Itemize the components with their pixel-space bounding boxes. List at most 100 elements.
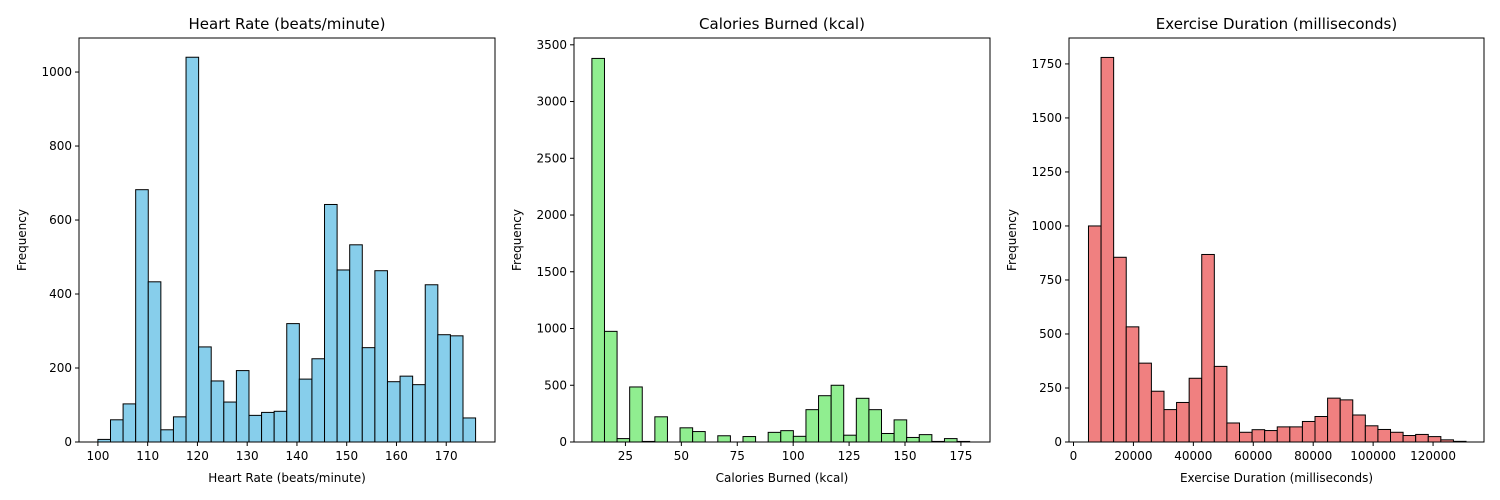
histogram-bar xyxy=(349,244,363,443)
histogram-bar xyxy=(742,436,757,443)
x-tick-label: 60000 xyxy=(1234,449,1272,463)
y-tick-label: 500 xyxy=(544,378,567,392)
histogram-bar xyxy=(1176,401,1190,443)
y-tick-label: 1000 xyxy=(536,322,567,336)
histogram-bar xyxy=(780,430,794,443)
y-tick-label: 2000 xyxy=(536,208,567,222)
histogram-bar xyxy=(1188,377,1203,443)
histogram-bar xyxy=(1339,399,1354,443)
histogram-bar xyxy=(792,435,807,443)
y-tick-label: 250 xyxy=(1039,381,1062,395)
y-tick-label: 0 xyxy=(64,435,72,449)
histogram-bar xyxy=(324,203,338,443)
histogram-bar xyxy=(818,395,832,443)
y-tick-label: 1500 xyxy=(1031,111,1062,125)
histogram-bar xyxy=(830,384,845,443)
histogram-bar xyxy=(943,438,958,443)
histogram-bar xyxy=(1213,365,1228,443)
histogram-bar xyxy=(1364,425,1379,443)
histogram-bar xyxy=(1100,56,1115,443)
histogram-bar xyxy=(449,335,464,443)
y-axis-label: Frequency xyxy=(1005,209,1019,271)
y-tick-label: 3500 xyxy=(536,38,567,52)
y-axis-label: Frequency xyxy=(510,209,524,271)
plot-frame xyxy=(1068,37,1485,443)
x-tick-label: 100 xyxy=(782,449,805,463)
histogram-bar xyxy=(1125,326,1140,443)
histogram-bar xyxy=(412,384,426,443)
y-axis-label: Frequency xyxy=(15,209,29,271)
x-tick-label: 130 xyxy=(236,449,259,463)
histogram-bar xyxy=(374,270,388,443)
histogram-bar xyxy=(1226,422,1240,443)
chart-title: Exercise Duration (milliseconds) xyxy=(1156,15,1397,33)
x-tick-label: 170 xyxy=(435,449,458,463)
x-tick-label: 150 xyxy=(335,449,358,463)
plot-frame xyxy=(78,37,496,443)
histogram-bar xyxy=(147,281,162,443)
x-axis-label: Calories Burned (kcal) xyxy=(716,471,849,485)
histogram-bar xyxy=(1415,433,1429,443)
histogram-bar xyxy=(109,419,124,443)
histogram-bar xyxy=(868,409,883,443)
x-tick-label: 20000 xyxy=(1114,449,1152,463)
histogram-bar xyxy=(1301,420,1316,443)
histogram-bar xyxy=(1377,428,1392,443)
histogram-bar xyxy=(311,358,326,443)
x-tick-label: 40000 xyxy=(1174,449,1212,463)
y-tick-label: 400 xyxy=(49,287,72,301)
histogram-bar xyxy=(261,411,275,443)
histogram-bar xyxy=(361,347,376,443)
x-axis-label: Exercise Duration (milliseconds) xyxy=(1180,471,1373,485)
histogram-bar xyxy=(717,435,731,443)
chart-1: 100 110 120 130 140 150 160 170 0 200 400 600 800 100… xyxy=(15,15,496,485)
histogram-bar xyxy=(399,375,414,443)
histogram-bar xyxy=(893,419,908,443)
histogram-bar xyxy=(235,370,250,443)
x-tick-label: 140 xyxy=(285,449,308,463)
histogram-bar xyxy=(135,189,149,443)
chart-2: 25 50 75 100 125 150 175 0 500 1000 1500 2000 2500 30… xyxy=(510,15,991,485)
histogram-bar xyxy=(298,378,313,443)
histogram-bar xyxy=(1276,426,1291,443)
y-tick-label: 600 xyxy=(49,213,72,227)
x-tick-label: 160 xyxy=(385,449,408,463)
y-tick-label: 800 xyxy=(49,139,72,153)
y-tick-label: 1000 xyxy=(1031,219,1062,233)
histogram-bar xyxy=(805,409,820,443)
histogram-bar xyxy=(629,386,643,443)
histogram-bar xyxy=(424,284,439,443)
histogram-bar xyxy=(843,434,857,443)
x-tick-label: 125 xyxy=(838,449,861,463)
histogram-bar xyxy=(273,410,288,443)
histogram-bar xyxy=(767,431,782,443)
y-tick-label: 0 xyxy=(1054,435,1062,449)
x-tick-label: 120000 xyxy=(1410,449,1456,463)
y-tick-label: 1750 xyxy=(1031,57,1062,71)
x-tick-label: 150 xyxy=(894,449,917,463)
histogram-bar xyxy=(1314,416,1329,443)
histogram-bar xyxy=(1113,256,1127,443)
y-tick-label: 1500 xyxy=(536,265,567,279)
histogram-bar xyxy=(918,434,933,443)
histogram-bar xyxy=(1201,253,1215,443)
y-tick-label: 2500 xyxy=(536,151,567,165)
x-tick-label: 25 xyxy=(618,449,633,463)
histogram-bar xyxy=(223,401,237,443)
plot-frame xyxy=(573,37,991,443)
histogram-bar xyxy=(616,438,631,443)
histogram-bar xyxy=(591,57,605,443)
chart-3: 0 20000 40000 60000 80000 100000 120000 0 250 500… xyxy=(1005,15,1485,485)
histogram-bar xyxy=(160,429,174,443)
histogram-bar xyxy=(1163,409,1178,443)
x-tick-label: 0 xyxy=(1070,449,1078,463)
histogram-bar xyxy=(1390,431,1404,443)
x-tick-label: 120 xyxy=(186,449,209,463)
histogram-bar xyxy=(185,56,200,443)
y-tick-label: 500 xyxy=(1039,327,1062,341)
histogram-bar xyxy=(654,416,668,443)
histogram-bar xyxy=(198,346,212,443)
x-tick-label: 75 xyxy=(730,449,745,463)
histogram-bar xyxy=(603,330,618,443)
